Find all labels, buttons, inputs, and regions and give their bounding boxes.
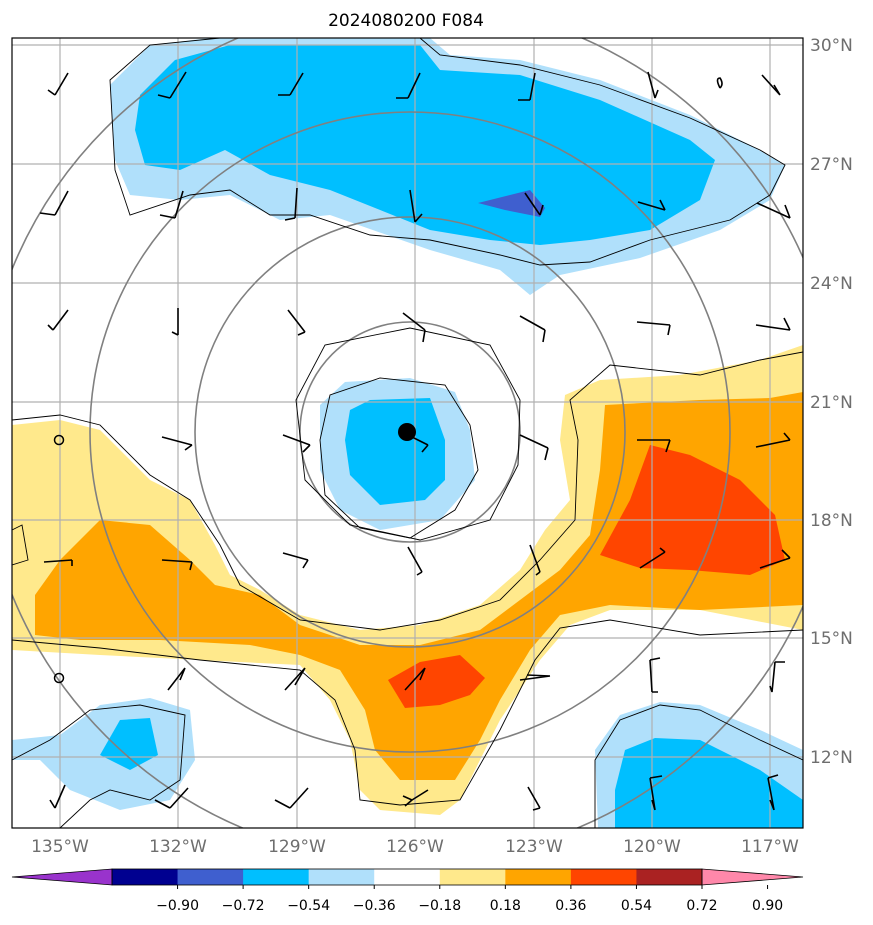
colorbar-segment bbox=[570, 869, 637, 885]
shade-east-red-orange bbox=[600, 445, 785, 575]
colorbar-segment bbox=[636, 869, 703, 885]
shade-center-blue bbox=[345, 398, 445, 505]
latitude-labels: 30°N 27°N 24°N 21°N 18°N 15°N 12°N bbox=[810, 36, 853, 768]
colorbar-segment bbox=[374, 869, 441, 885]
lon-label: 126°W bbox=[386, 837, 444, 857]
contour-lines bbox=[12, 38, 803, 828]
lon-label: 135°W bbox=[31, 837, 89, 857]
lon-label: 120°W bbox=[623, 837, 681, 857]
lon-label: 129°W bbox=[268, 837, 326, 857]
colorbar-tick-label: 0.54 bbox=[621, 898, 652, 914]
lat-label: 12°N bbox=[810, 748, 853, 768]
colorbar-segment bbox=[505, 869, 572, 885]
shade-south-red-orange bbox=[388, 655, 485, 708]
colorbar-extend-low bbox=[11, 868, 113, 886]
lon-label: 117°W bbox=[741, 837, 799, 857]
colorbar-segment bbox=[177, 869, 244, 885]
shade-west-orange bbox=[35, 392, 803, 780]
colorbar-frame bbox=[111, 868, 703, 886]
colorbar-segment bbox=[308, 869, 375, 885]
colorbar-tick-label: −0.18 bbox=[418, 898, 461, 914]
colorbar-extend-high bbox=[701, 868, 804, 886]
lat-label: 30°N bbox=[810, 36, 853, 56]
lat-label: 18°N bbox=[810, 511, 853, 531]
graticule bbox=[12, 38, 803, 828]
colorbar-tick-label: −0.90 bbox=[156, 898, 199, 914]
lat-label: 27°N bbox=[810, 155, 853, 175]
colorbar-tick-label: −0.36 bbox=[353, 898, 396, 914]
lon-label: 132°W bbox=[149, 837, 207, 857]
storm-center-marker bbox=[398, 423, 416, 441]
colorbar-tick-label: 0.36 bbox=[555, 898, 586, 914]
calm-wind-marker bbox=[53, 434, 65, 446]
calm-wind-marker bbox=[53, 672, 65, 684]
colorbar-tick-label: 0.90 bbox=[752, 898, 783, 914]
colorbar-segment bbox=[439, 869, 506, 885]
lat-label: 15°N bbox=[810, 629, 853, 649]
colorbar-segment bbox=[112, 869, 179, 885]
lon-label: 123°W bbox=[505, 837, 563, 857]
colorbar-segment bbox=[243, 869, 310, 885]
colorbar-segments bbox=[112, 869, 703, 885]
lat-label: 24°N bbox=[810, 274, 853, 294]
colorbar-tick-label: 0.18 bbox=[490, 898, 521, 914]
lat-label: 21°N bbox=[810, 393, 853, 413]
map-title: 2024080200 F084 bbox=[328, 11, 484, 31]
map-frame bbox=[11, 37, 804, 829]
colorbar-tick-label: −0.54 bbox=[287, 898, 330, 914]
colorbar-ticks: −0.90 −0.72 −0.54 −0.36 −0.18 0.18 0.36 0.54 0.7… bbox=[156, 885, 783, 914]
colorbar-tick-label: −0.72 bbox=[222, 898, 265, 914]
map-area bbox=[12, 38, 803, 828]
shade-se-blue bbox=[615, 738, 803, 828]
wind-barbs bbox=[39, 71, 791, 811]
colorbar: −0.90 −0.72 −0.54 −0.36 −0.18 0.18 0.36 0.54 0.7… bbox=[11, 868, 804, 914]
longitude-labels: 135°W 132°W 129°W 126°W 123°W 120°W 117°… bbox=[31, 837, 799, 857]
colorbar-tick-label: 0.72 bbox=[686, 898, 717, 914]
